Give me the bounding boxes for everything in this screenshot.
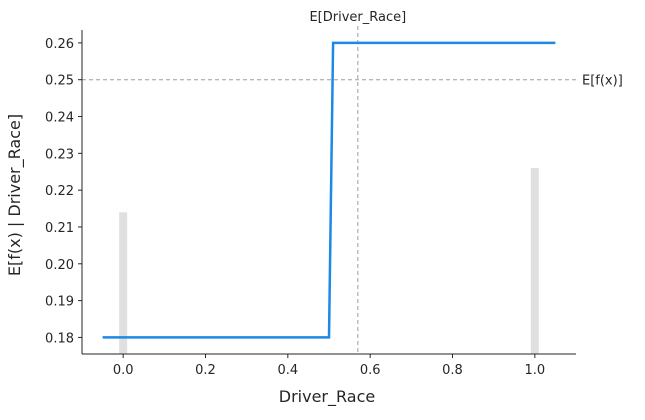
y-tick-label: 0.26 <box>45 37 74 52</box>
axes <box>78 30 576 358</box>
x-axis-label: Driver_Race <box>279 387 375 407</box>
x-tick-label: 0.4 <box>277 363 298 378</box>
x-tick-label: 0.2 <box>195 363 216 378</box>
x-tick-label: 0.8 <box>442 363 463 378</box>
y-tick-label: 0.20 <box>45 258 74 273</box>
mean-y-label: E[f(x)] <box>582 74 623 89</box>
y-tick-label: 0.18 <box>45 331 74 346</box>
x-tick-label: 0.6 <box>360 363 381 378</box>
x-tick-labels: 0.0 0.2 0.4 0.6 0.8 1.0 <box>113 363 545 378</box>
y-tick-label: 0.24 <box>45 111 74 126</box>
y-axis-label: E[f(x) | Driver_Race] <box>5 114 25 276</box>
y-tick-label: 0.19 <box>45 295 74 310</box>
histogram-bars <box>119 168 539 354</box>
x-tick-label: 1.0 <box>524 363 545 378</box>
y-tick-label: 0.23 <box>45 147 74 162</box>
mean-x-label: E[Driver_Race] <box>309 10 406 25</box>
series-line <box>102 41 556 339</box>
y-tick-label: 0.25 <box>45 74 74 89</box>
y-tick-label: 0.22 <box>45 184 74 199</box>
series-lines <box>102 41 556 339</box>
histogram-bar <box>119 212 128 354</box>
histogram-bar <box>530 168 539 354</box>
y-tick-labels: 0.18 0.19 0.20 0.21 0.22 0.23 0.24 0.25 0.26 <box>45 37 74 347</box>
x-tick-label: 0.0 <box>113 363 134 378</box>
reference-lines <box>82 26 576 354</box>
y-tick-label: 0.21 <box>45 221 74 236</box>
